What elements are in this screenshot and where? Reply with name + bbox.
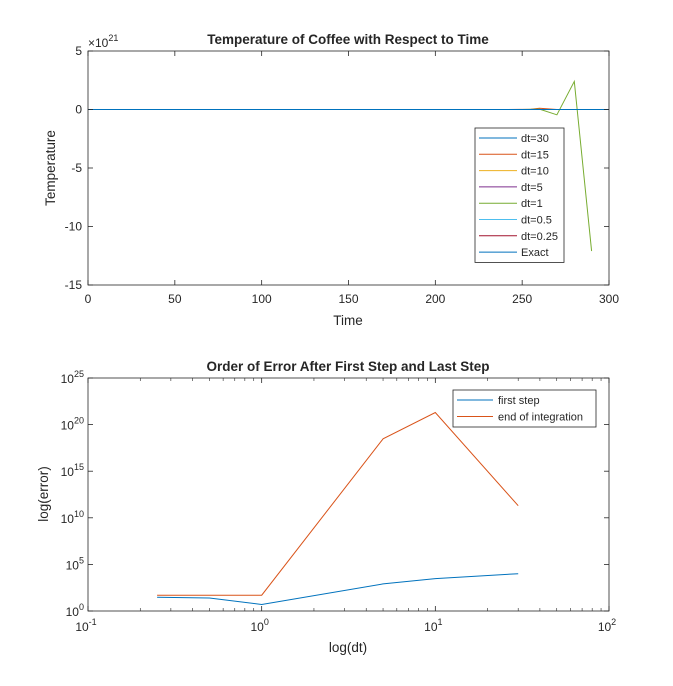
error-x-axis-label: log(dt): [329, 640, 367, 655]
x-tick-label: 300: [599, 292, 619, 306]
legend-label-exact: Exact: [521, 247, 549, 259]
legend-label-first-step: first step: [498, 395, 540, 407]
legend-label-dt-30: dt=30: [521, 133, 549, 145]
y-tick-label: -5: [71, 161, 82, 175]
y-tick-label: 0: [75, 103, 82, 117]
x-tick-label: 102: [598, 617, 616, 634]
legend-label-dt-10: dt=10: [521, 166, 549, 178]
y-tick-label: 100: [66, 602, 84, 619]
x-tick-label: 0: [85, 292, 92, 306]
x-tick-label: 101: [424, 617, 442, 634]
error-axes-box: [87, 377, 610, 612]
y-tick-label: 1010: [61, 509, 84, 526]
x-tick-label: 150: [338, 292, 358, 306]
error-legend: first step end of integration: [452, 389, 597, 428]
x-tick-label: 100: [250, 617, 268, 634]
legend-box: [474, 127, 565, 263]
temperature-y-exponent: ×1021: [88, 33, 118, 50]
temperature-y-axis-label: Temperature: [43, 130, 58, 206]
legend-label-dt-0-5: dt=0.5: [521, 215, 552, 227]
x-tick-label: 10-1: [75, 617, 96, 634]
legend-label-dt-5: dt=5: [521, 182, 543, 194]
error-series-group: [157, 411, 519, 606]
legend-label-dt-1: dt=1: [521, 198, 543, 210]
y-tick-label: 1015: [61, 462, 84, 479]
error-y-axis-label: log(error): [36, 466, 51, 522]
y-tick-label: 5: [75, 44, 82, 58]
x-tick-label: 200: [425, 292, 445, 306]
legend-label-dt-15: dt=15: [521, 149, 549, 161]
x-tick-label: 50: [168, 292, 182, 306]
y-tick-label: 1020: [61, 416, 84, 433]
temperature-series-group: [88, 79, 609, 252]
legend-label-end-of-integration: end of integration: [498, 412, 583, 424]
legend-label-dt-0-25: dt=0.25: [521, 231, 558, 243]
x-tick-label: 250: [512, 292, 532, 306]
y-tick-label: 105: [66, 555, 84, 572]
series-line-first-step: [157, 573, 519, 606]
y-tick-label: -15: [65, 278, 83, 292]
series-line-end-of-integration: [157, 411, 519, 596]
temperature-x-axis-label: Time: [333, 313, 363, 328]
x-tick-label: 100: [252, 292, 272, 306]
temperature-legend: dt=30 dt=15 dt=10 dt=5 dt=1 dt=0.5 dt=0.25 Exac…: [474, 127, 565, 263]
y-tick-label: -10: [65, 220, 83, 234]
error-chart-title: Order of Error After First Step and Last…: [206, 359, 489, 374]
temperature-chart-title: Temperature of Coffee with Respect to Ti…: [207, 32, 489, 47]
legend-box: [452, 389, 597, 428]
y-tick-label: 1025: [61, 369, 84, 386]
temperature-ticks-group: 0 50 100 150 200 250 300 -15 -10 -5 0 5: [65, 44, 620, 306]
temperature-chart: 0 50 100 150 200 250 300 -15 -10 -5 0 5 Temperature…: [43, 32, 619, 328]
